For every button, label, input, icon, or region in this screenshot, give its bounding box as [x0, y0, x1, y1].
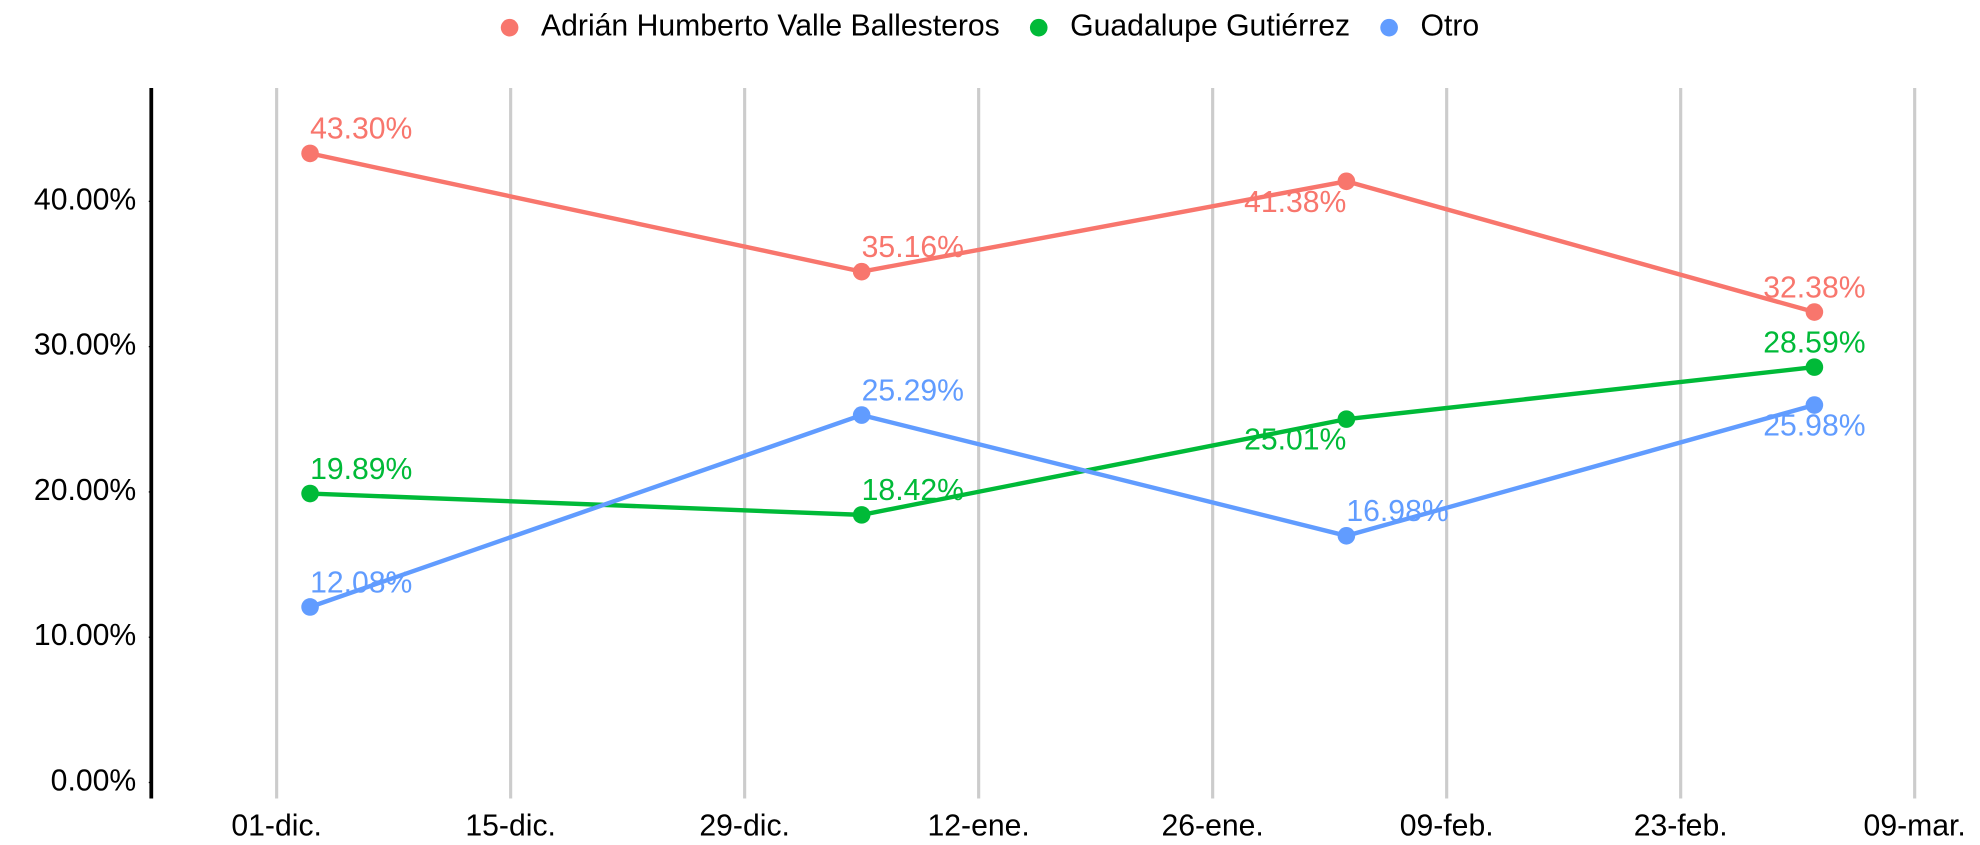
y-tick-label: 0.00% [51, 764, 137, 797]
y-tick-label: 40.00% [34, 183, 136, 216]
data-point [1337, 526, 1356, 545]
data-label: 32.38% [1763, 271, 1865, 304]
x-tick-label: 29-dic. [699, 809, 790, 842]
data-label: 25.29% [862, 374, 964, 407]
data-label: 35.16% [862, 231, 964, 264]
y-tick-label: 20.00% [34, 474, 136, 507]
data-point [1337, 172, 1356, 191]
legend-marker [500, 18, 519, 37]
data-point [1805, 396, 1824, 414]
y-tick-label: 10.00% [34, 619, 136, 652]
data-point [852, 406, 871, 424]
x-tick-label: 23-feb. [1634, 809, 1728, 842]
y-tick-label: 30.00% [34, 329, 136, 362]
legend-label: Guadalupe Gutiérrez [1070, 10, 1350, 43]
data-label: 28.59% [1763, 326, 1865, 359]
series-line [309, 402, 1815, 610]
data-point [301, 598, 319, 616]
data-label: 19.89% [310, 453, 412, 486]
data-label: 16.98% [1346, 495, 1448, 528]
x-tick-label: 09-mar. [1864, 809, 1966, 842]
x-tick-label: 26-ene. [1162, 809, 1264, 842]
data-label: 43.30% [310, 113, 412, 146]
data-label: 25.98% [1763, 410, 1865, 443]
x-tick-label: 12-ene. [928, 809, 1030, 842]
legend-label: Otro [1421, 10, 1480, 43]
x-tick-label: 01-dic. [231, 809, 322, 842]
legend-marker [1380, 18, 1398, 37]
series-line [309, 364, 1815, 518]
data-point [1805, 303, 1824, 321]
data-point [1337, 410, 1356, 428]
series-line [309, 151, 1815, 315]
legend-label: Adrián Humberto Valle Ballesteros [541, 10, 1000, 43]
data-point [1805, 358, 1824, 376]
data-point [852, 262, 871, 281]
data-point [852, 506, 871, 524]
data-label: 41.38% [1244, 186, 1346, 219]
data-point [301, 144, 319, 163]
data-label: 12.08% [310, 566, 412, 599]
x-tick-label: 15-dic. [465, 809, 556, 842]
x-tick-label: 09-feb. [1400, 809, 1494, 842]
data-point [301, 484, 319, 503]
data-label: 25.01% [1244, 424, 1346, 457]
data-label: 18.42% [862, 474, 964, 507]
legend-marker [1029, 18, 1048, 37]
